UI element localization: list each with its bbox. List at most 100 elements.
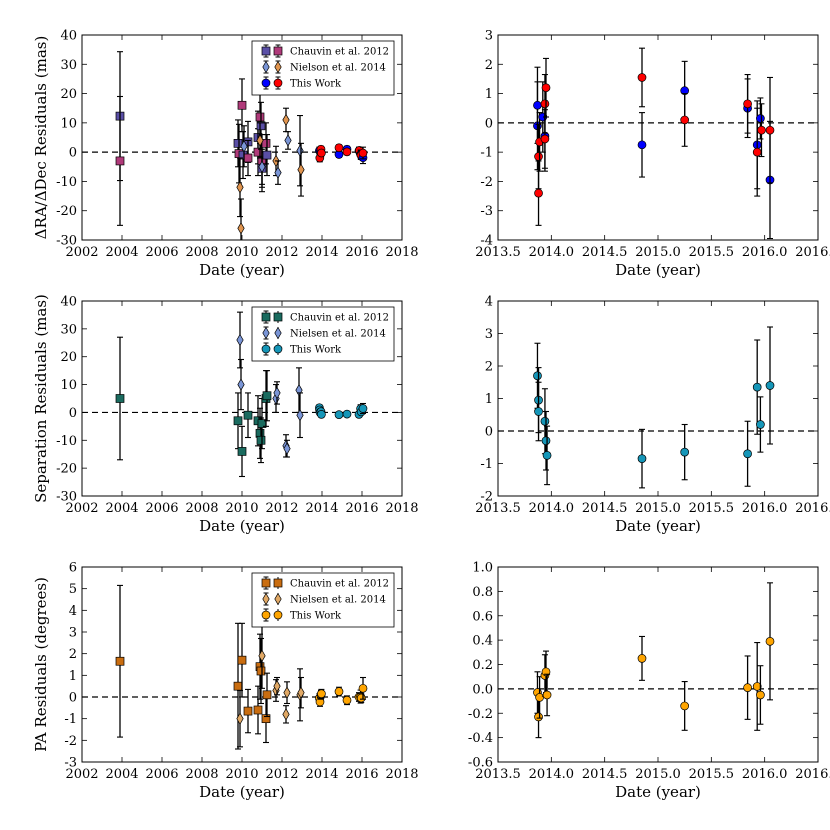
x-tick-label: 2013.5 <box>475 767 521 782</box>
data-point <box>240 140 248 153</box>
y-tick-label: 1 <box>485 392 493 407</box>
x-tick-label: 2002 <box>65 501 98 516</box>
x-tick-label: 2004 <box>105 501 138 516</box>
data-point <box>255 112 265 122</box>
data-point <box>752 382 762 392</box>
data-point <box>534 407 543 416</box>
data-point <box>756 420 765 429</box>
data-point <box>756 114 765 123</box>
x-tick-label: 2006 <box>145 767 178 782</box>
y-tick-label: 2 <box>485 360 493 375</box>
data-point <box>756 690 765 700</box>
data-point <box>256 435 266 445</box>
legend: Chauvin et al. 2012 Nielsen et al. 2014 Th… <box>251 306 395 362</box>
x-tick-label: 2016.0 <box>742 767 788 782</box>
y-tick-label: 30 <box>60 58 77 73</box>
legend-marker <box>261 344 271 354</box>
data-point <box>534 712 543 722</box>
y-tick-label: 0 <box>485 116 493 131</box>
data-point <box>765 636 775 646</box>
x-tick-label: 2016.5 <box>795 501 830 516</box>
y-tick-label: -0.6 <box>468 756 493 771</box>
data-point <box>542 451 552 460</box>
x-tick-label: 2014 <box>305 245 338 260</box>
data-point <box>334 687 344 696</box>
x-tick-label: 2016 <box>345 245 378 260</box>
x-tick-label: 2008 <box>185 245 218 260</box>
data-point <box>115 394 125 403</box>
legend-marker <box>261 46 271 56</box>
x-tick-label: 2018 <box>385 501 418 516</box>
data-point <box>757 125 766 135</box>
data-point <box>236 333 244 347</box>
data-point <box>317 410 326 419</box>
data-point <box>262 690 272 700</box>
legend-label: This Work <box>290 79 342 90</box>
y-tick-label: -1 <box>480 146 493 161</box>
y-tick-label: 5 <box>69 582 77 597</box>
chart-panel-4: 2013.5 2014.0 2014.5 2015.0 2015.5 2016.0 2016… <box>475 295 830 536</box>
chart-panel-5: 2002 2004 2006 2008 2010 2012 2014 2016 2018-3-2… <box>32 561 419 802</box>
data-point <box>256 121 266 131</box>
data-point <box>273 679 281 693</box>
y-tick-label: 0.8 <box>472 585 493 600</box>
y-tick-label: 0.4 <box>472 634 493 649</box>
data-layer <box>115 584 368 750</box>
x-tick-label: 2016 <box>345 767 378 782</box>
y-tick-label: 0.0 <box>472 682 493 697</box>
data-point <box>743 99 752 109</box>
data-point <box>237 100 247 110</box>
x-tick-label: 2014.0 <box>529 501 575 516</box>
y-tick-label: 3 <box>485 327 493 342</box>
data-point <box>297 686 305 699</box>
legend-marker <box>261 578 271 588</box>
y-tick-label: 1.0 <box>472 561 493 576</box>
legend-marker <box>273 344 283 354</box>
data-point <box>334 143 344 153</box>
x-tick-label: 2016.5 <box>795 767 830 782</box>
x-tick-label: 2015.0 <box>635 501 681 516</box>
data-point <box>256 666 266 676</box>
data-point <box>752 147 762 157</box>
data-point <box>237 655 247 665</box>
data-point <box>243 706 253 716</box>
data-point <box>283 442 291 455</box>
y-tick-label: 0.6 <box>472 609 493 624</box>
y-tick-label: -30 <box>56 234 77 249</box>
x-tick-label: 2012 <box>265 245 298 260</box>
legend-label: Chauvin et al. 2012 <box>290 47 389 58</box>
y-tick-label: -0.2 <box>468 707 493 722</box>
data-point <box>540 134 550 144</box>
y-tick-label: 1 <box>485 87 493 102</box>
data-layer <box>533 326 775 489</box>
x-tick-label: 2015.5 <box>689 245 735 260</box>
y-tick-label: -1 <box>64 712 77 727</box>
data-point <box>296 409 304 422</box>
data-point <box>637 73 647 82</box>
data-point <box>236 181 244 194</box>
y-tick-label: 3 <box>485 29 493 44</box>
x-tick-label: 2014.0 <box>529 767 575 782</box>
x-tick-label: 2014 <box>305 501 338 516</box>
x-tick-label: 2014.5 <box>582 767 628 782</box>
data-point <box>680 115 690 125</box>
legend-marker <box>262 592 270 606</box>
data-point <box>283 686 291 699</box>
data-point <box>534 152 543 161</box>
x-tick-label: 2016.0 <box>742 501 788 516</box>
x-tick-label: 2018 <box>385 245 418 260</box>
data-point <box>765 381 775 390</box>
y-tick-label: 0 <box>69 406 77 421</box>
data-point <box>243 410 253 420</box>
y-tick-label: -0.4 <box>468 731 493 746</box>
legend-marker <box>273 78 283 88</box>
legend-marker <box>273 610 283 620</box>
data-point <box>534 188 543 198</box>
plot-frame <box>497 300 819 497</box>
data-point <box>282 113 290 127</box>
x-tick-label: 2002 <box>65 245 98 260</box>
data-point <box>637 454 647 463</box>
data-point <box>317 689 326 699</box>
data-point <box>258 160 266 173</box>
